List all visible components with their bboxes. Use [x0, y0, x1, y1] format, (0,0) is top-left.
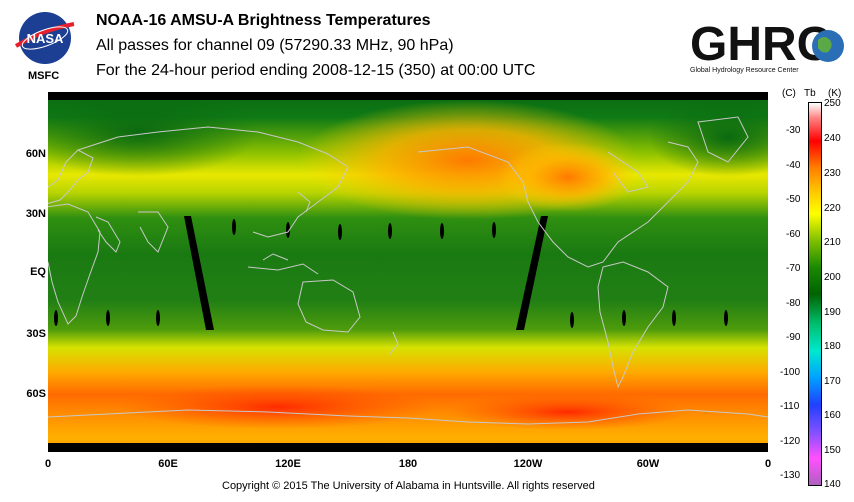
chart-period: For the 24-hour period ending 2008-12-15… — [96, 62, 536, 79]
lon-label-0-left: 0 — [44, 458, 52, 470]
copyright-text: Copyright © 2015 The University of Alaba… — [222, 480, 595, 492]
cb-k-180: 180 — [824, 341, 841, 352]
cb-k-170: 170 — [824, 376, 841, 387]
cb-c-m50: -50 — [786, 194, 801, 205]
lon-label-120w: 120W — [513, 458, 543, 470]
nasa-logo: NASA — [12, 10, 78, 66]
lat-label-eq: EQ — [30, 266, 46, 278]
lat-label-60n: 60N — [25, 148, 46, 160]
cb-k-160: 160 — [824, 410, 841, 421]
nasa-text: NASA — [27, 31, 64, 46]
chart-subtitle: All passes for channel 09 (57290.33 MHz,… — [96, 37, 454, 54]
chart-title: NOAA-16 AMSU-A Brightness Temperatures — [96, 12, 431, 29]
cb-c-m110: -110 — [780, 401, 800, 412]
cb-k-230: 230 — [824, 168, 841, 179]
cb-c-m60: -60 — [786, 229, 801, 240]
cb-k-200: 200 — [824, 272, 841, 283]
brightness-map — [18, 87, 808, 452]
cb-c-m90: -90 — [786, 332, 801, 343]
colorbar-unit-k: (K) — [828, 88, 842, 99]
cb-c-m80: -80 — [786, 298, 801, 309]
msfc-label: MSFC — [28, 70, 60, 82]
cb-c-m100: -100 — [780, 367, 801, 378]
cb-k-250: 250 — [824, 98, 841, 109]
map-frame — [18, 87, 808, 452]
cb-c-m130: -130 — [780, 470, 801, 481]
cb-c-m40: -40 — [786, 160, 801, 171]
cb-k-210: 210 — [824, 237, 841, 248]
cb-k-190: 190 — [824, 307, 841, 318]
cb-c-m70: -70 — [786, 263, 801, 274]
lon-label-0-right: 0 — [764, 458, 772, 470]
cb-k-140: 140 — [824, 479, 841, 490]
ghrc-text: GHRC — [690, 18, 831, 71]
colorbar — [808, 102, 822, 486]
lat-label-30s: 30S — [26, 328, 46, 340]
colorbar-unit-c: (C) — [782, 88, 796, 99]
lon-label-60e: 60E — [158, 458, 178, 470]
ghrc-logo: GHRC Global Hydrology Resource Center — [688, 10, 848, 76]
lat-label-60s: 60S — [26, 388, 46, 400]
cb-k-240: 240 — [824, 133, 841, 144]
lon-label-120e: 120E — [275, 458, 301, 470]
lon-label-60w: 60W — [636, 458, 660, 470]
cb-c-m30: -30 — [786, 125, 801, 136]
cb-k-150: 150 — [824, 445, 841, 456]
lat-label-30n: 30N — [25, 208, 46, 220]
cb-k-220: 220 — [824, 203, 841, 214]
lon-label-180: 180 — [398, 458, 418, 470]
ghrc-subtitle: Global Hydrology Resource Center — [690, 67, 799, 74]
cb-c-m120: -120 — [780, 436, 801, 447]
colorbar-unit-tb: Tb — [804, 88, 816, 99]
